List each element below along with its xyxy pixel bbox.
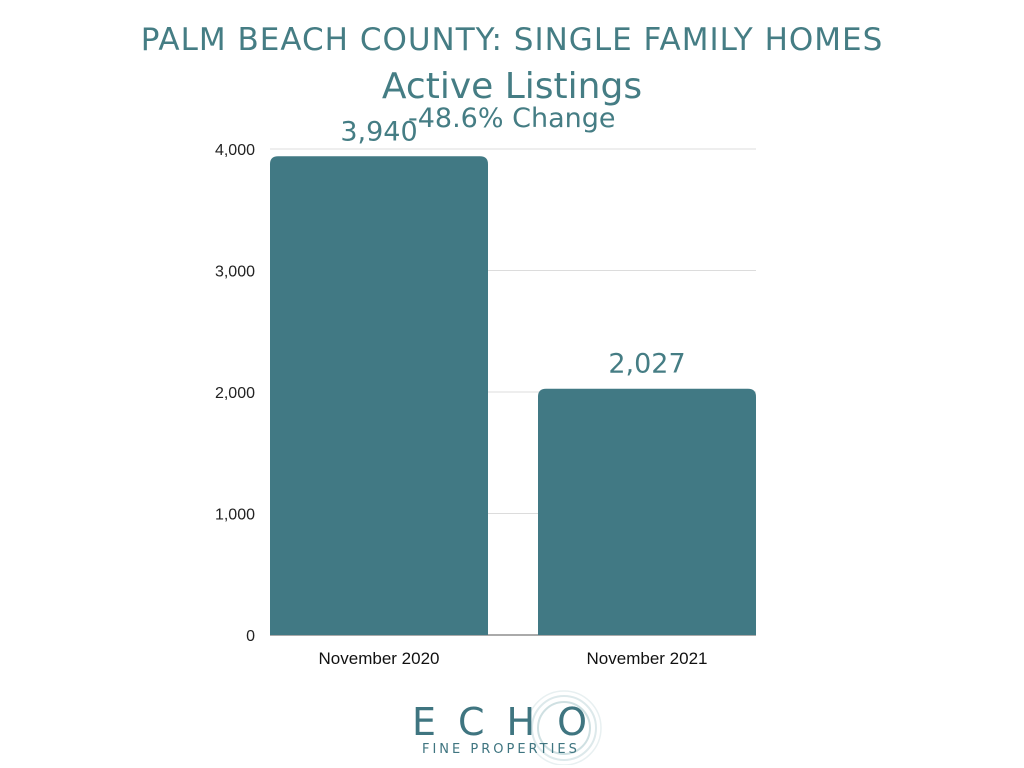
- y-axis-ticks: 0 1,000 2,000 3,000 4,000: [215, 142, 255, 645]
- value-label: 3,940: [340, 116, 417, 147]
- y-tick-label: 3,000: [215, 264, 255, 281]
- x-axis-ticks: November 2020 November 2021: [319, 649, 708, 668]
- y-tick-label: 2,000: [215, 385, 255, 402]
- y-tick-label: 1,000: [215, 507, 255, 524]
- x-tick-label: November 2021: [587, 649, 708, 668]
- change-annotation: -48.6% Change: [408, 103, 616, 134]
- bar: [270, 156, 488, 636]
- y-tick-label: 0: [246, 628, 255, 645]
- x-tick-label: November 2020: [319, 649, 440, 668]
- brand-tagline: FINE PROPERTIES: [422, 742, 580, 757]
- brand-name: ECHO: [412, 700, 610, 744]
- chart-title: PALM BEACH COUNTY: SINGLE FAMILY HOMES: [140, 22, 884, 58]
- bars: [270, 156, 756, 636]
- ring-icon: [530, 690, 602, 765]
- chart-subtitle: Active Listings: [381, 66, 643, 107]
- value-label: 2,027: [608, 349, 685, 380]
- y-tick-label: 4,000: [215, 142, 255, 159]
- bar: [538, 388, 756, 635]
- value-labels: 3,940 2,027: [340, 116, 685, 379]
- echo-logo: ECHO FINE PROPERTIES: [412, 690, 612, 765]
